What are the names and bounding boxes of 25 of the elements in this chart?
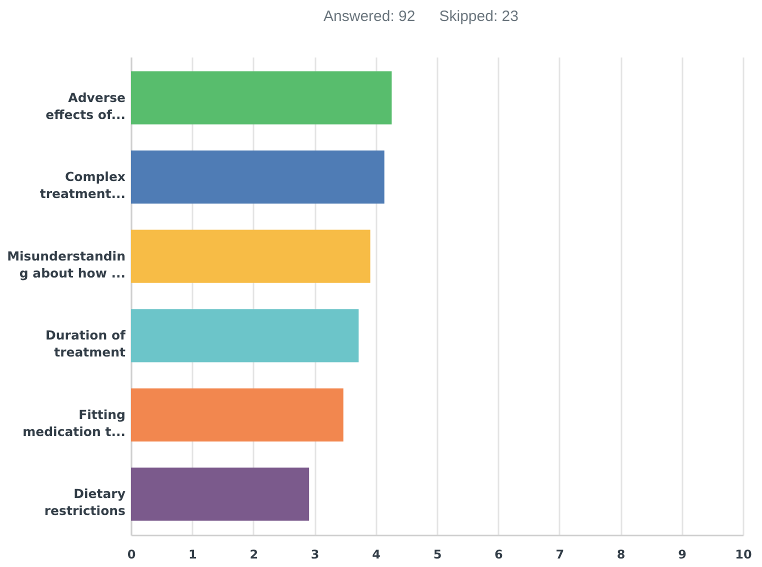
text: Answered: 92 [324, 8, 416, 25]
x-tick-label: 8 [616, 548, 626, 562]
x-tick-label: 6 [494, 548, 503, 562]
x-tick-label: 2 [250, 548, 258, 562]
y-tick-label: Duration of treatment [46, 328, 126, 360]
bar [131, 230, 370, 283]
x-tick-label: 3 [310, 548, 320, 562]
bar [131, 150, 384, 204]
x-tick-label: 1 [188, 548, 197, 562]
y-tick-label: Fitting medication t... [22, 406, 126, 439]
text: Skipped: 23 [439, 8, 518, 25]
bar [131, 71, 392, 124]
x-tick-label: 0 [127, 548, 136, 562]
bar [131, 388, 344, 442]
x-tick-label: 4 [372, 548, 380, 562]
x-tick-label: 9 [678, 548, 686, 562]
y-tick-label: Adverse effects of... [46, 90, 126, 122]
x-tick-label: 5 [433, 548, 442, 562]
bar [131, 309, 359, 362]
x-tick-label: 10 [735, 548, 752, 562]
x-tick-label: 7 [556, 548, 564, 562]
y-tick-label: Dietary restrictions [44, 486, 126, 518]
y-tick-label: Misunderstandin g about how ... [7, 248, 126, 280]
bar [131, 468, 310, 521]
y-tick-label: Complex treatment... [40, 169, 126, 202]
